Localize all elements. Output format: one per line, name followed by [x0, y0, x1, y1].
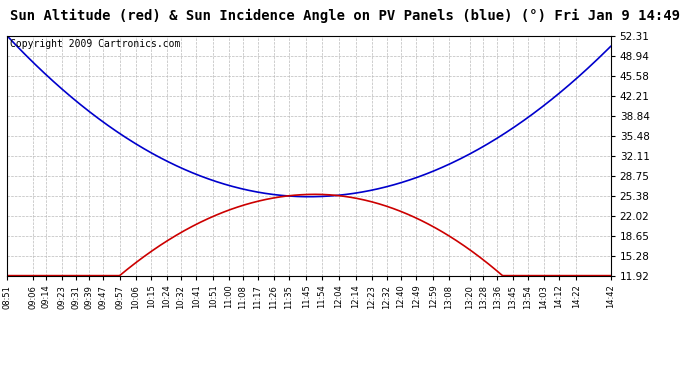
Text: Sun Altitude (red) & Sun Incidence Angle on PV Panels (blue) (°) Fri Jan 9 14:49: Sun Altitude (red) & Sun Incidence Angle…: [10, 9, 680, 23]
Text: Copyright 2009 Cartronics.com: Copyright 2009 Cartronics.com: [10, 39, 180, 49]
